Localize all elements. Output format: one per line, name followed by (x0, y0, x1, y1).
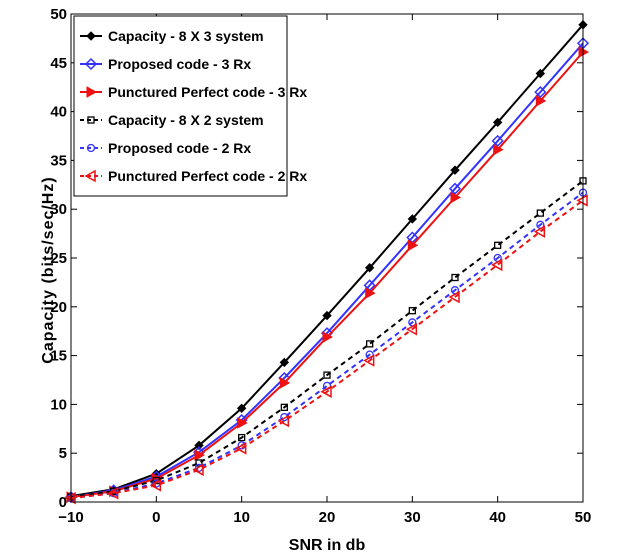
data-point (535, 95, 547, 107)
data-point (536, 209, 544, 217)
legend-item: Capacity - 8 X 3 system (80, 28, 264, 44)
data-point (323, 371, 331, 379)
x-tick-label: 50 (575, 509, 592, 526)
data-point (407, 239, 419, 252)
y-tick-label: 30 (50, 201, 67, 218)
x-tick-label: 10 (233, 509, 250, 526)
data-point (195, 459, 203, 467)
data-point (322, 310, 332, 321)
data-point (491, 134, 504, 147)
data-point (363, 354, 375, 367)
data-point (280, 403, 288, 411)
data-point (322, 331, 334, 343)
y-tick-label: 45 (50, 55, 67, 72)
data-point (236, 403, 247, 414)
data-point (279, 357, 290, 368)
data-point (492, 117, 503, 128)
data-point (238, 433, 246, 442)
data-point (494, 241, 502, 249)
data-point (192, 463, 204, 477)
x-tick-label: −10 (58, 509, 83, 526)
data-point (366, 340, 374, 348)
legend-marker (86, 31, 96, 41)
y-tick-label: 25 (50, 250, 67, 267)
legend-label: Punctured Perfect code - 3 Rx (108, 84, 307, 100)
data-point (535, 68, 546, 79)
series-line (70, 199, 584, 500)
legend-marker (86, 143, 96, 153)
legend-label: Proposed code - 2 Rx (108, 140, 251, 156)
legend-label: Punctured Perfect code - 2 Rx (108, 168, 307, 184)
legend-label: Capacity - 8 X 3 system (108, 28, 264, 44)
legend: Capacity - 8 X 3 system Proposed code - 3… (73, 15, 307, 197)
series-6 (64, 194, 588, 505)
y-tick-label: 0 (59, 494, 67, 511)
data-point (194, 440, 204, 451)
x-tick-label: 30 (404, 509, 421, 526)
data-point (450, 191, 462, 204)
legend-item: Punctured Perfect code - 3 Rx (80, 84, 307, 100)
series-4 (67, 177, 587, 501)
data-point (451, 273, 459, 282)
series-line (70, 191, 584, 500)
data-point (534, 86, 547, 99)
data-point (194, 449, 206, 462)
legend-item: Capacity - 8 X 2 system (80, 112, 264, 128)
legend-marker (84, 57, 98, 71)
y-tick-label: 10 (50, 396, 67, 413)
data-point (533, 225, 546, 238)
x-tick-label: 40 (489, 509, 506, 526)
x-tick-label: 20 (319, 509, 336, 526)
legend-label: Capacity - 8 X 2 system (108, 112, 264, 128)
data-point (279, 377, 291, 389)
series-layer (64, 20, 590, 505)
x-tick-label: 0 (152, 509, 160, 526)
legend-label: Proposed code - 3 Rx (108, 56, 251, 72)
x-axis-title: SNR in db (289, 537, 366, 554)
y-tick-label: 5 (59, 445, 67, 462)
data-point (107, 486, 119, 500)
data-point (235, 442, 247, 455)
y-tick-label: 50 (50, 6, 67, 23)
y-tick-label: 35 (50, 152, 67, 169)
data-point (493, 143, 504, 156)
data-point (277, 414, 290, 428)
data-point (408, 307, 416, 315)
data-point (450, 165, 460, 175)
data-point (149, 479, 162, 492)
legend-item: Punctured Perfect code - 2 Rx (80, 168, 307, 184)
legend-box (73, 15, 288, 197)
data-point (320, 385, 332, 398)
legend-marker (84, 169, 96, 183)
y-tick-label: 40 (50, 104, 67, 121)
data-point (364, 263, 375, 273)
data-point (365, 287, 376, 299)
data-point (491, 258, 503, 272)
data-point (407, 214, 418, 224)
data-point (448, 182, 462, 195)
data-point (237, 417, 248, 429)
y-axis-title: Capacity (bits/sec/Hz) (40, 176, 57, 363)
legend-item: Proposed code - 2 Rx (80, 140, 251, 156)
legend-item: Proposed code - 3 Rx (80, 56, 251, 72)
y-tick-label: 15 (50, 348, 67, 365)
legend-marker (87, 116, 95, 124)
y-tick-label: 20 (50, 299, 67, 316)
legend-marker (86, 86, 98, 98)
data-point (448, 290, 460, 304)
series-line (70, 180, 584, 499)
data-point (405, 322, 418, 336)
